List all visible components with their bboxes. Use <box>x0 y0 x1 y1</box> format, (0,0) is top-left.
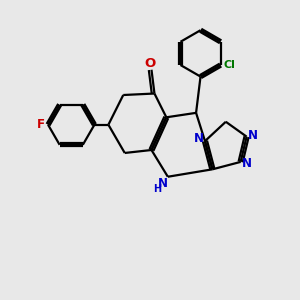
Text: H: H <box>153 184 161 194</box>
Text: Cl: Cl <box>224 60 236 70</box>
Text: N: N <box>248 129 258 142</box>
Text: F: F <box>37 118 45 131</box>
Text: O: O <box>144 57 156 70</box>
Text: N: N <box>194 132 203 145</box>
Text: N: N <box>158 177 167 190</box>
Text: N: N <box>242 157 252 170</box>
